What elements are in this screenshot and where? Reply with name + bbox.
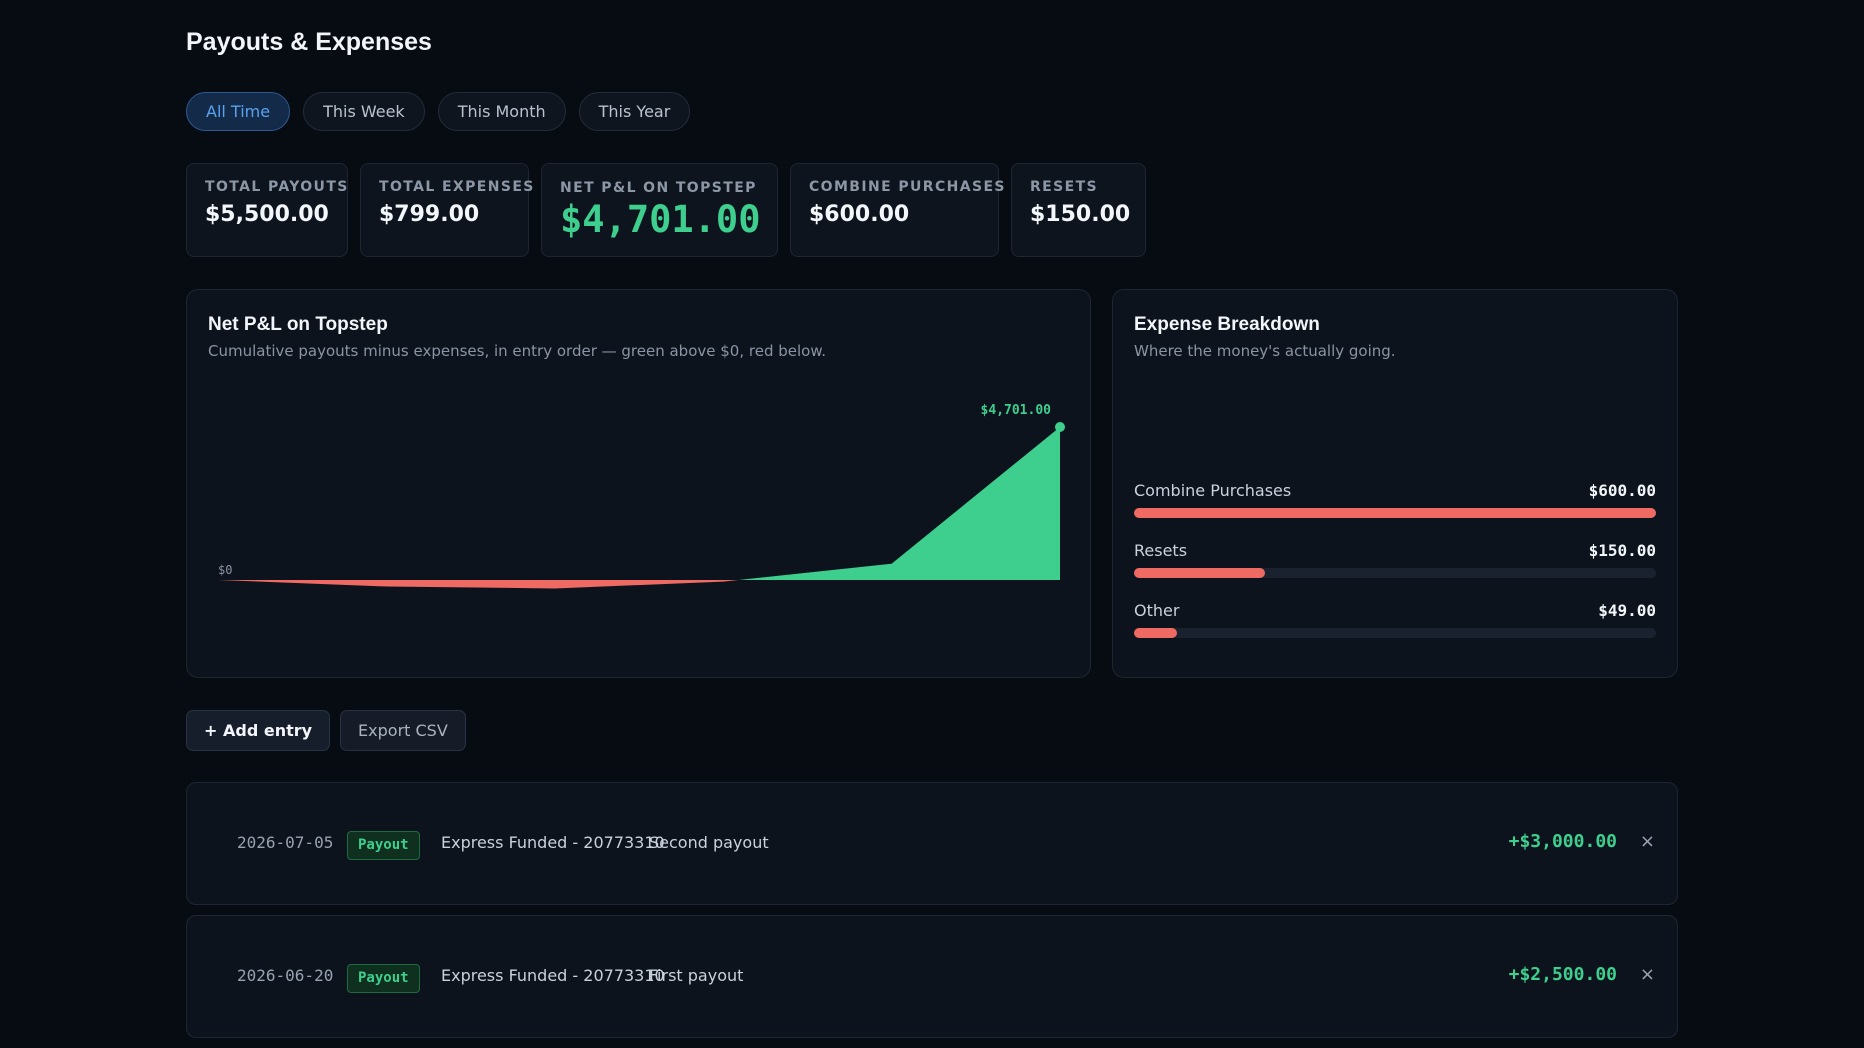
- entry-type-badge: Payout: [347, 964, 420, 993]
- expense-bar-track: [1134, 508, 1656, 518]
- stat-combine-purchases: COMBINE PURCHASES $600.00: [790, 163, 1006, 257]
- entry-note: First payout: [649, 966, 744, 985]
- card-title: Expense Breakdown: [1134, 314, 1320, 335]
- chart-area-positive: [218, 427, 1060, 580]
- stat-value: $799.00: [379, 202, 480, 227]
- pnl-chart: $0 $4,701.00: [218, 403, 1065, 589]
- card-title: Net P&L on Topstep: [208, 314, 388, 335]
- entry-row: 2026-07-05 Payout Express Funded - 20773…: [186, 782, 1678, 905]
- stat-label: COMBINE PURCHASES: [809, 179, 1006, 195]
- entry-amount: +$3,000.00: [1508, 831, 1617, 852]
- net-pnl-card: Net P&L on Topstep Cumulative payouts mi…: [186, 289, 1091, 678]
- expense-value: $49.00: [1598, 601, 1656, 620]
- delete-entry-icon[interactable]: ×: [1639, 964, 1655, 985]
- add-entry-button[interactable]: + Add entry: [186, 710, 331, 751]
- chart-end-point: [1055, 422, 1065, 432]
- expense-value: $600.00: [1588, 481, 1656, 500]
- tab-this-month[interactable]: This Month: [437, 92, 566, 131]
- entry-account: Express Funded - 20773310: [441, 833, 665, 852]
- chart-area-negative: [218, 580, 739, 589]
- tab-this-year[interactable]: This Year: [578, 92, 691, 131]
- entry-row: 2026-06-20 Payout Express Funded - 20773…: [186, 915, 1678, 1038]
- stat-label: RESETS: [1030, 179, 1099, 195]
- chart-end-label: $4,701.00: [981, 403, 1052, 418]
- stat-label: TOTAL PAYOUTS: [205, 179, 349, 195]
- stat-value: $4,701.00: [560, 198, 761, 241]
- stat-label: NET P&L ON TOPSTEP: [560, 180, 757, 196]
- stat-label: TOTAL EXPENSES: [379, 179, 535, 195]
- period-tabs: All Time This Week This Month This Year: [186, 92, 691, 131]
- expense-label: Other: [1134, 601, 1180, 620]
- expense-bar-track: [1134, 568, 1656, 578]
- card-subtitle: Where the money's actually going.: [1134, 342, 1396, 360]
- stat-resets: RESETS $150.00: [1011, 163, 1146, 257]
- expense-value: $150.00: [1588, 541, 1656, 560]
- tab-this-week[interactable]: This Week: [303, 92, 425, 131]
- expense-bar-track: [1134, 628, 1656, 638]
- entry-date: 2026-06-20: [237, 966, 334, 985]
- delete-entry-icon[interactable]: ×: [1639, 831, 1655, 852]
- stats-row: TOTAL PAYOUTS $5,500.00 TOTAL EXPENSES $…: [186, 163, 1146, 257]
- stat-value: $150.00: [1030, 202, 1131, 227]
- entry-account: Express Funded - 20773310: [441, 966, 665, 985]
- entry-date: 2026-07-05: [237, 833, 334, 852]
- entry-type-badge: Payout: [347, 831, 420, 860]
- entry-amount: +$2,500.00: [1508, 964, 1617, 985]
- chart-zero-label: $0: [218, 563, 232, 577]
- stat-total-expenses: TOTAL EXPENSES $799.00: [360, 163, 535, 257]
- expense-bar-fill: [1134, 568, 1265, 578]
- expense-bar-fill: [1134, 508, 1656, 518]
- expense-label: Combine Purchases: [1134, 481, 1292, 500]
- expense-bar-fill: [1134, 628, 1177, 638]
- tab-all-time[interactable]: All Time: [186, 92, 291, 131]
- card-subtitle: Cumulative payouts minus expenses, in en…: [208, 342, 826, 360]
- stat-value: $600.00: [809, 202, 910, 227]
- entry-note: Second payout: [649, 833, 769, 852]
- page-title: Payouts & Expenses: [186, 28, 432, 56]
- stat-value: $5,500.00: [205, 202, 329, 227]
- actions-row: + Add entry Export CSV: [186, 710, 466, 751]
- expense-breakdown-card: Expense Breakdown Where the money's actu…: [1112, 289, 1678, 678]
- stat-net-pnl: NET P&L ON TOPSTEP $4,701.00: [541, 163, 778, 257]
- stat-total-payouts: TOTAL PAYOUTS $5,500.00: [186, 163, 348, 257]
- export-csv-button[interactable]: Export CSV: [340, 710, 466, 751]
- expense-label: Resets: [1134, 541, 1188, 560]
